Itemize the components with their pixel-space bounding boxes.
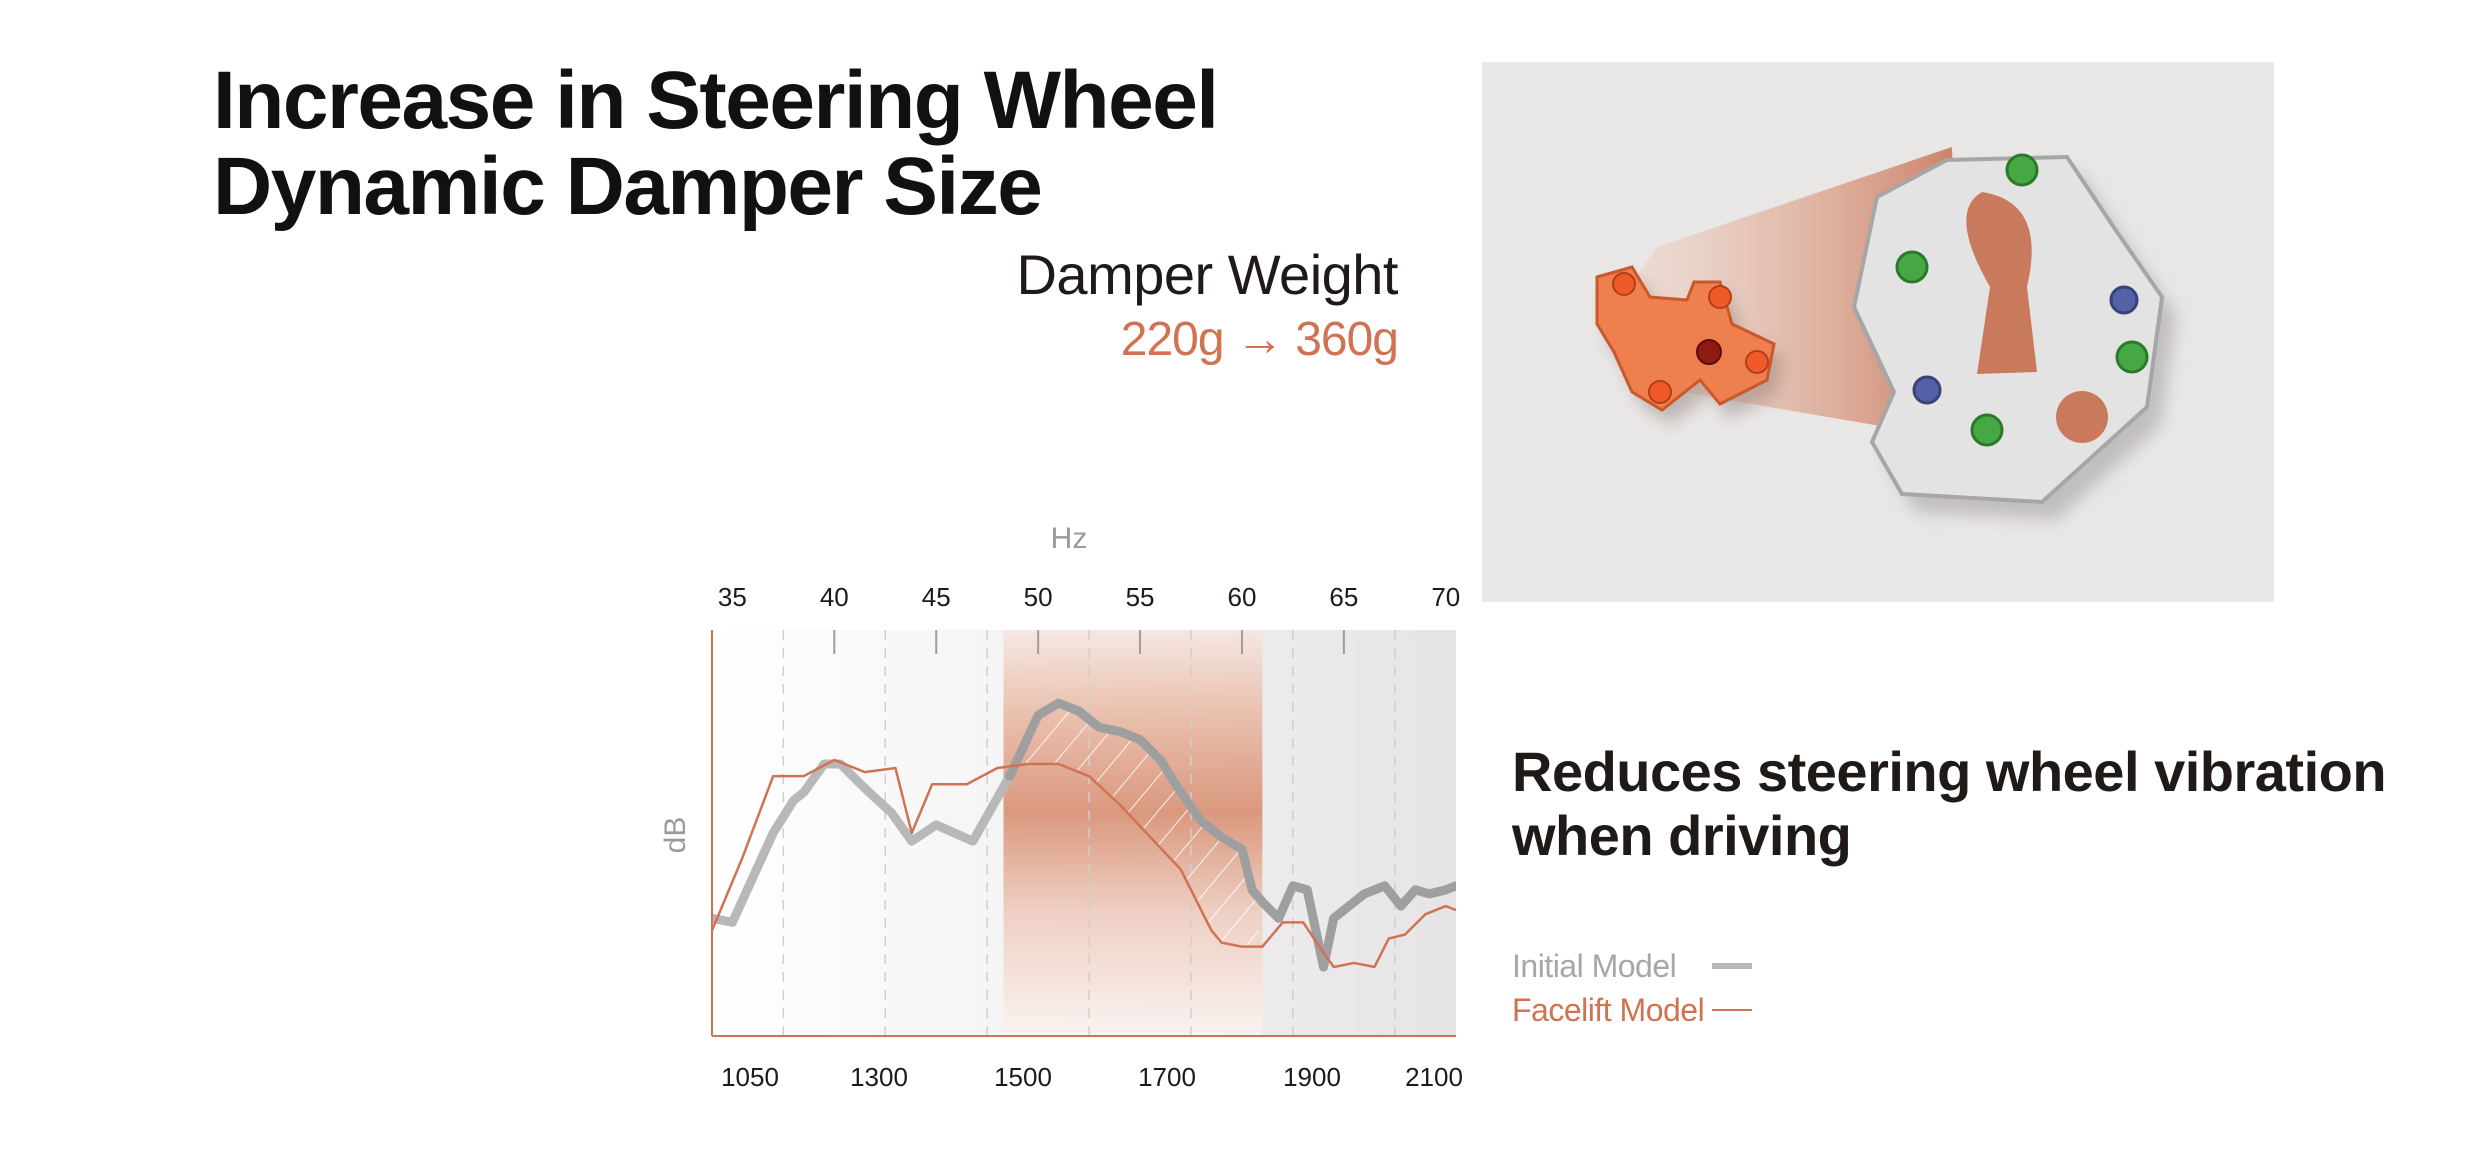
damper-weight-value: 220g → 360g — [1120, 313, 1399, 366]
damper-photo — [1482, 62, 2274, 602]
top-tick-label: 65 — [1329, 582, 1358, 612]
top-tick-label: 70 — [1431, 582, 1460, 612]
orange-bolt-icon — [1745, 350, 1769, 374]
top-tick-label: 35 — [718, 582, 747, 612]
top-tick-label: 55 — [1126, 582, 1155, 612]
chart-legend: Initial Model Facelift Model — [1512, 944, 1752, 1032]
legend-item-facelift: Facelift Model — [1512, 988, 1752, 1032]
green-bolt-icon — [1895, 250, 1929, 284]
red-bolt-icon — [1696, 339, 1722, 365]
damper-weight-label: Damper Weight — [1016, 243, 1398, 306]
bottom-tick-label: 1700 — [1138, 1062, 1196, 1092]
page-title-line-1: Increase in Steering Wheel — [213, 55, 1219, 146]
top-tick-label: 45 — [922, 582, 951, 612]
series-line-facelift — [712, 758, 1456, 969]
difference-hatch — [1003, 703, 1259, 947]
housing-cutout — [1966, 192, 2037, 374]
legend-label-facelift: Facelift Model — [1512, 991, 1705, 1028]
top-tick-label: 60 — [1228, 582, 1257, 612]
top-tick-label: 50 — [1024, 582, 1053, 612]
bottom-tick-label: 1050 — [721, 1062, 779, 1092]
series-line-initial-highlight — [1005, 698, 1456, 972]
legend-swatch-initial — [1712, 963, 1752, 969]
orange-bolt-icon — [1648, 380, 1672, 404]
bottom-tick-label: 1900 — [1283, 1062, 1341, 1092]
green-bolt-icon — [1970, 413, 2004, 447]
legend-label-initial: Initial Model — [1512, 947, 1677, 984]
top-tick-label: 40 — [820, 582, 849, 612]
page-title: Increase in Steering Wheel Dynamic Dampe… — [213, 58, 1313, 230]
green-bolt-icon — [2005, 153, 2039, 187]
orange-bolt-icon — [1612, 272, 1636, 296]
bottom-tick-label: 2100 — [1405, 1062, 1463, 1092]
page-title-line-2: Dynamic Damper Size — [213, 141, 1043, 232]
bottom-tick-label: 1300 — [850, 1062, 908, 1092]
green-bolt-icon — [2115, 340, 2149, 374]
bottom-tick-label: 1500 — [994, 1062, 1052, 1092]
blue-bolt-icon — [2109, 285, 2139, 315]
description-line-1: Reduces steering wheel vibration — [1512, 740, 2387, 803]
blue-bolt-icon — [1912, 375, 1942, 405]
top-axis-label: Hz — [1051, 522, 1088, 555]
y-axis-label: dB — [659, 817, 692, 854]
legend-swatch-facelift — [1712, 1009, 1752, 1011]
description-line-2: when driving — [1512, 804, 1852, 867]
housing-hole — [2056, 391, 2108, 443]
description-heading: Reduces steering wheel vibration when dr… — [1512, 740, 2412, 868]
damper-illustration — [1595, 147, 2176, 520]
orange-bolt-icon — [1708, 285, 1732, 309]
legend-item-initial: Initial Model — [1512, 944, 1752, 988]
damper-mass — [1595, 265, 1776, 412]
